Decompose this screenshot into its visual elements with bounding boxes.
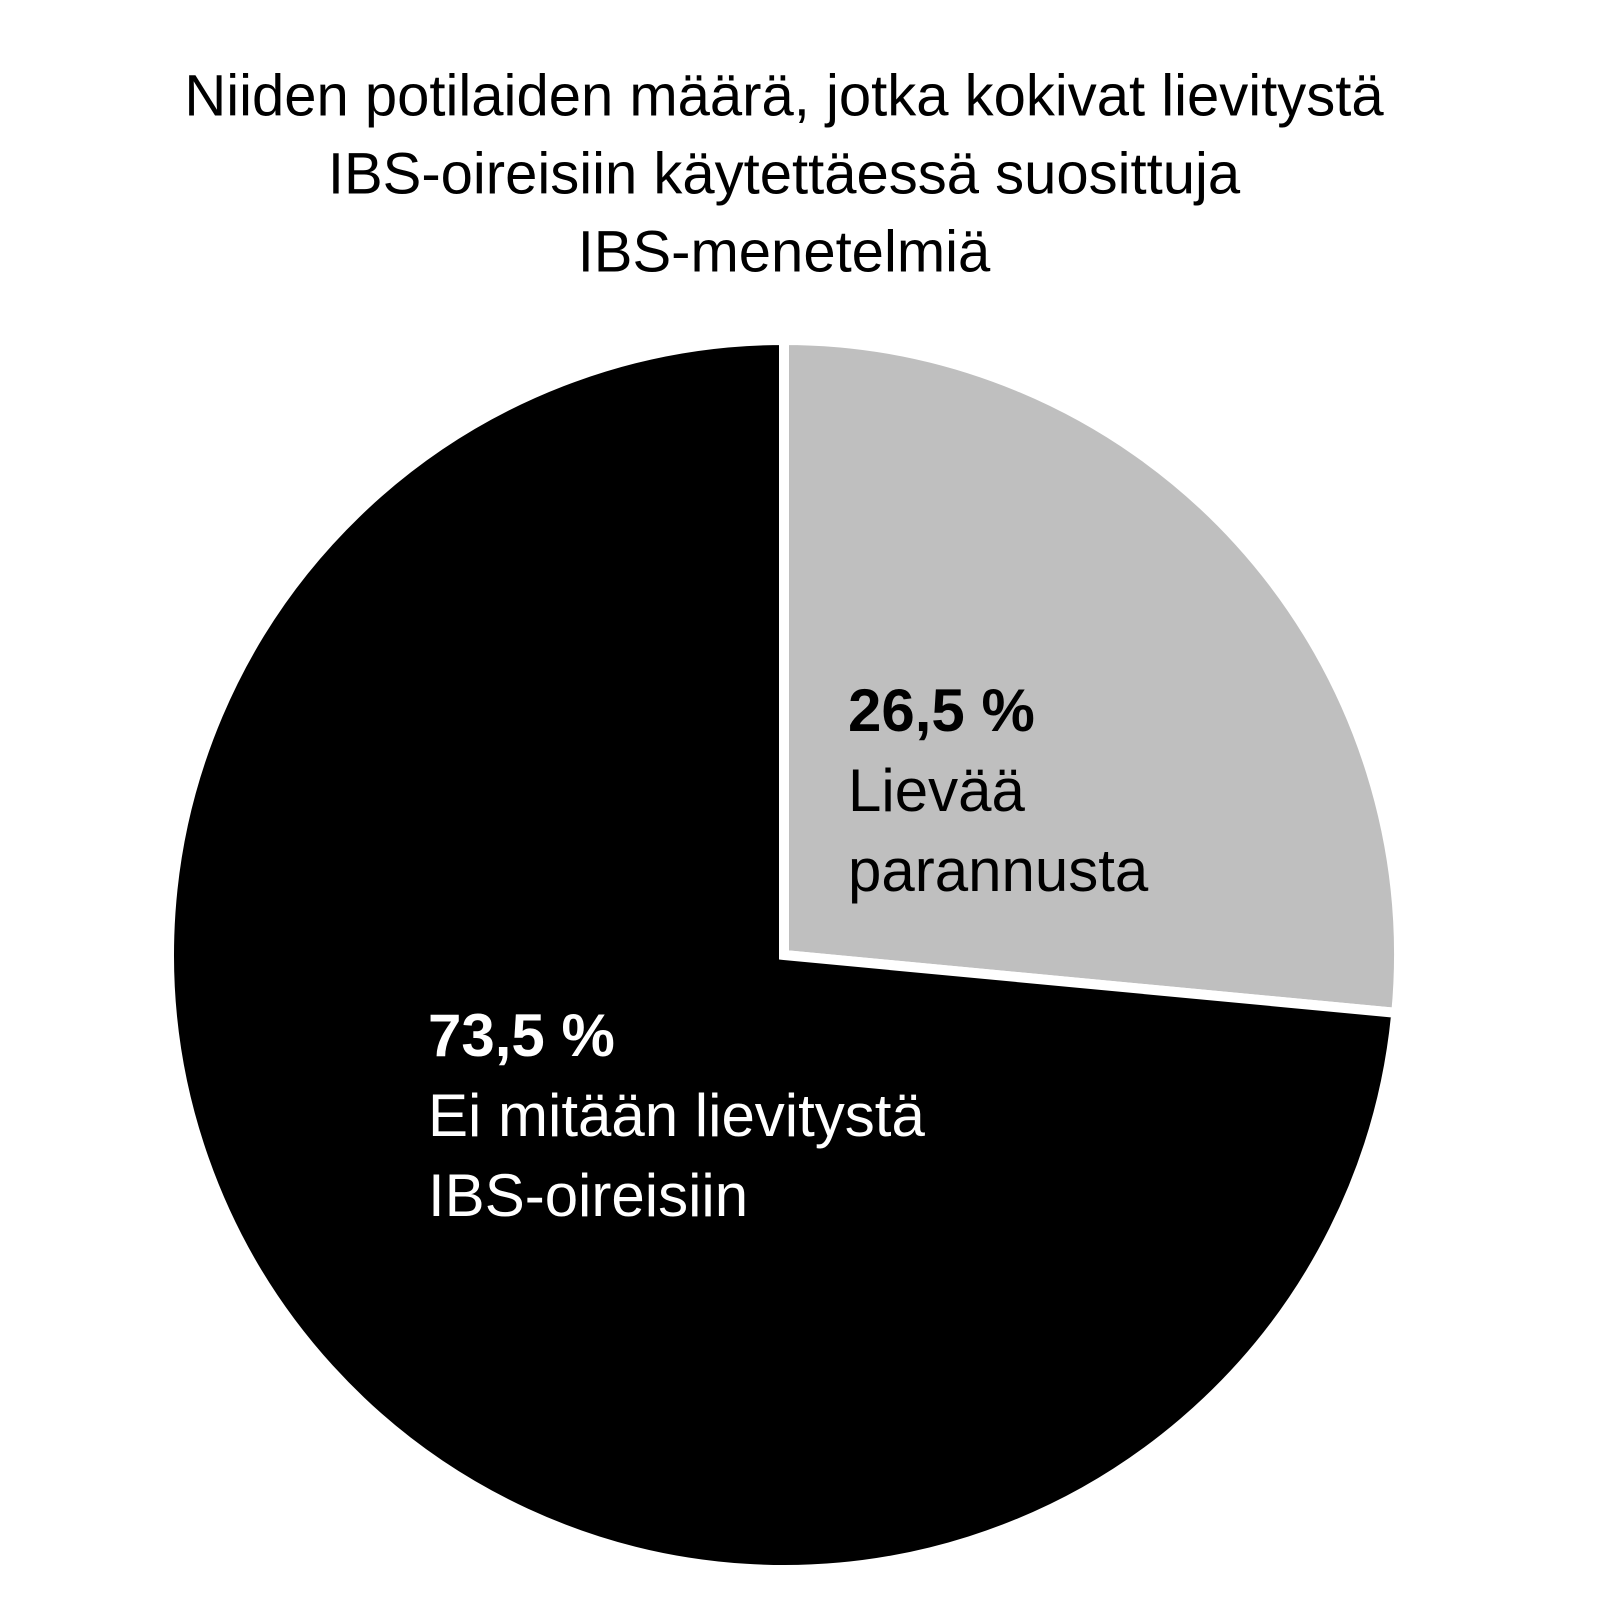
chart-title: IBS-oireisiin käytettäessä suosittuja — [328, 141, 1241, 206]
data-label: 73,5 % — [428, 1002, 615, 1069]
category-label: parannusta — [848, 837, 1149, 904]
category-label: Ei mitään lievitystä — [428, 1082, 925, 1149]
category-label: IBS-oireisiin — [428, 1162, 748, 1229]
pie-slice — [779, 334, 1404, 1019]
chart-title: Niiden potilaiden määrä, jotka kokivat l… — [184, 63, 1384, 128]
chart-title: IBS-menetelmiä — [578, 219, 991, 284]
category-label: Lievää — [848, 757, 1025, 824]
pie-slice — [164, 334, 1402, 1575]
data-label: 26,5 % — [848, 677, 1035, 744]
